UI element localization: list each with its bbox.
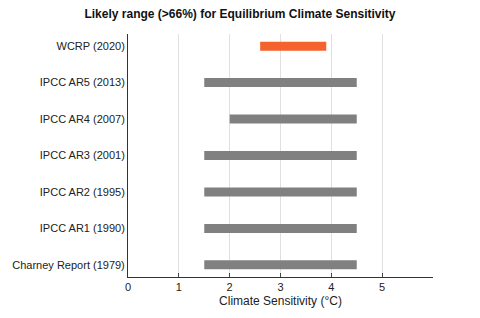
svg-text:Likely range (>66%) for Equili: Likely range (>66%) for Equilibrium Clim… [84,7,395,21]
svg-text:2: 2 [227,281,233,293]
svg-text:0: 0 [125,281,131,293]
svg-text:IPCC AR4 (2007): IPCC AR4 (2007) [40,113,125,125]
svg-text:IPCC AR1 (1990): IPCC AR1 (1990) [40,222,125,234]
svg-text:Charney Report (1979): Charney Report (1979) [12,259,125,271]
svg-text:WCRP (2020): WCRP (2020) [57,40,125,52]
svg-text:5: 5 [379,281,385,293]
svg-text:1: 1 [176,281,182,293]
svg-text:Climate Sensitivity (°C): Climate Sensitivity (°C) [219,294,342,308]
svg-text:4: 4 [328,281,334,293]
svg-text:3: 3 [277,281,283,293]
svg-text:IPCC AR3 (2001): IPCC AR3 (2001) [40,149,125,161]
svg-text:IPCC AR2 (1995): IPCC AR2 (1995) [40,186,125,198]
svg-text:IPCC AR5 (2013): IPCC AR5 (2013) [40,76,125,88]
